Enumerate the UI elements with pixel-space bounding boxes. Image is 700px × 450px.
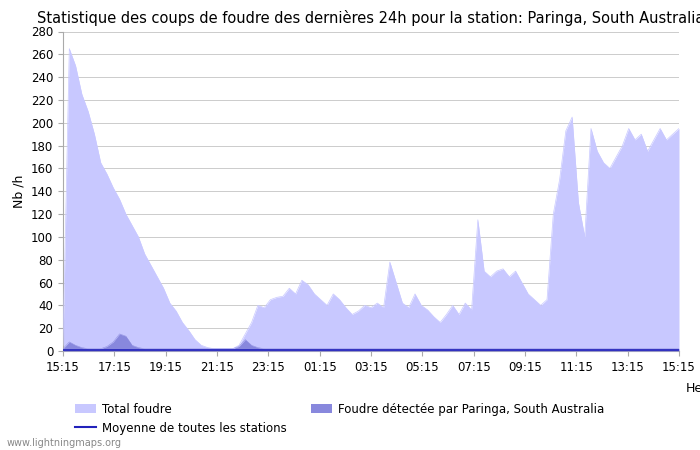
Legend: Total foudre, Moyenne de toutes les stations, Foudre détectée par Paringa, South: Total foudre, Moyenne de toutes les stat…	[75, 403, 604, 435]
Y-axis label: Nb /h: Nb /h	[13, 175, 25, 208]
Text: www.lightningmaps.org: www.lightningmaps.org	[7, 438, 122, 448]
Text: Heure: Heure	[686, 382, 700, 395]
Title: Statistique des coups de foudre des dernières 24h pour la station: Paringa, Sout: Statistique des coups de foudre des dern…	[37, 10, 700, 26]
